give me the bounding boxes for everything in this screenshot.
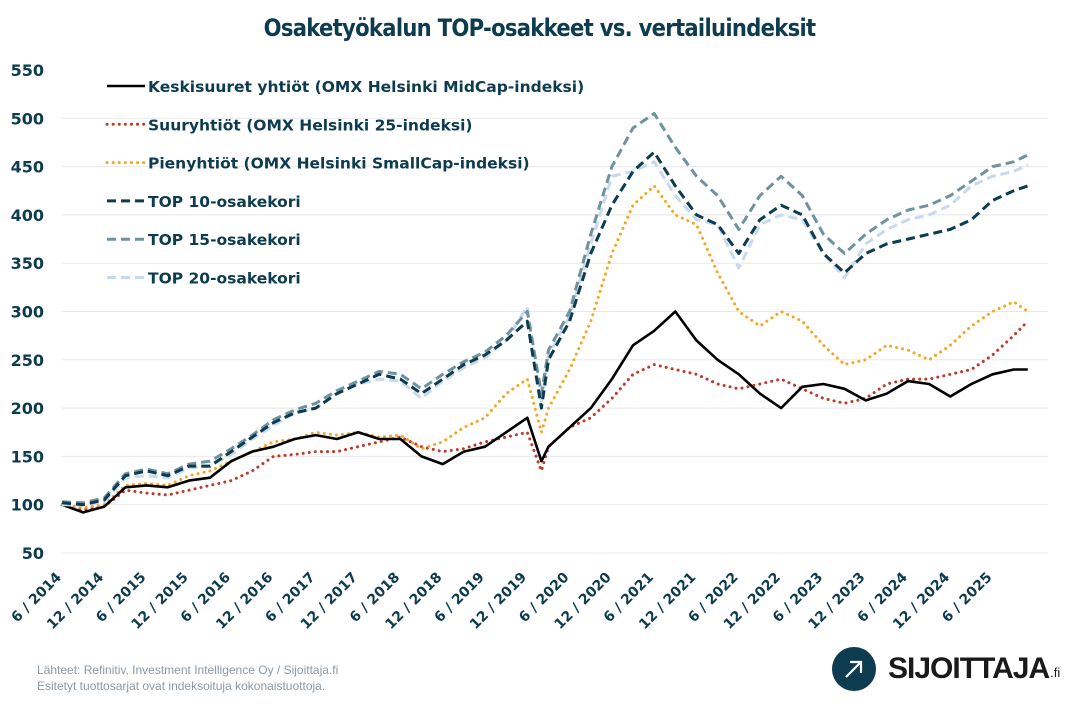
series-line-4 <box>61 112 1029 505</box>
y-tick-label: 200 <box>11 399 44 418</box>
legend-label: Pienyhtiöt (OMX Helsinki SmallCap-indeks… <box>148 155 530 173</box>
footnote-description: Esitetyt tuottosarjat ovat indeksoituja … <box>37 679 326 693</box>
sijoittaja-logo: SIJOITTAJA .fi <box>832 646 1060 692</box>
y-tick-label: 400 <box>11 206 44 225</box>
chart-title: Osaketyökalun TOP-osakkeet vs. vertailui… <box>263 14 816 42</box>
logo-text: SIJOITTAJA <box>888 652 1050 685</box>
legend-label: TOP 15-osakekori <box>148 231 301 249</box>
series-lines <box>60 112 1030 514</box>
legend-label: Suuryhtiöt (OMX Helsinki 25-indeksi) <box>148 116 473 134</box>
legend: Keskisuuret yhtiöt (OMX Helsinki MidCap-… <box>105 78 584 288</box>
source-footnote: Lähteet: Refinitiv, Investment Intellige… <box>37 662 338 694</box>
series-line-0 <box>61 310 1028 514</box>
y-tick-label: 50 <box>22 544 44 563</box>
y-tick-label: 500 <box>11 109 44 128</box>
y-tick-label: 350 <box>11 254 44 273</box>
y-axis-ticks: 50 100 150 200 250 300 350 400 450 500 550 <box>11 61 44 563</box>
y-tick-label: 150 <box>11 447 44 466</box>
y-tick-label: 550 <box>11 61 44 80</box>
series-line-5 <box>62 160 1029 507</box>
y-tick-label: 100 <box>11 496 44 515</box>
legend-label: TOP 20-osakekori <box>148 270 301 288</box>
arrow-up-right-icon <box>832 647 876 691</box>
y-tick-label: 250 <box>11 351 44 370</box>
gridlines <box>62 117 1048 554</box>
logo-suffix: .fi <box>1050 665 1061 680</box>
legend-label: Keskisuuret yhtiöt (OMX Helsinki MidCap-… <box>148 78 584 96</box>
series-line-1 <box>60 319 1030 511</box>
series-line-3 <box>61 150 1029 507</box>
legend-label: TOP 10-osakekori <box>148 193 301 211</box>
y-tick-label: 450 <box>11 158 44 177</box>
y-tick-label: 300 <box>11 303 44 322</box>
footnote-sources: Lähteet: Refinitiv, Investment Intellige… <box>37 663 339 677</box>
